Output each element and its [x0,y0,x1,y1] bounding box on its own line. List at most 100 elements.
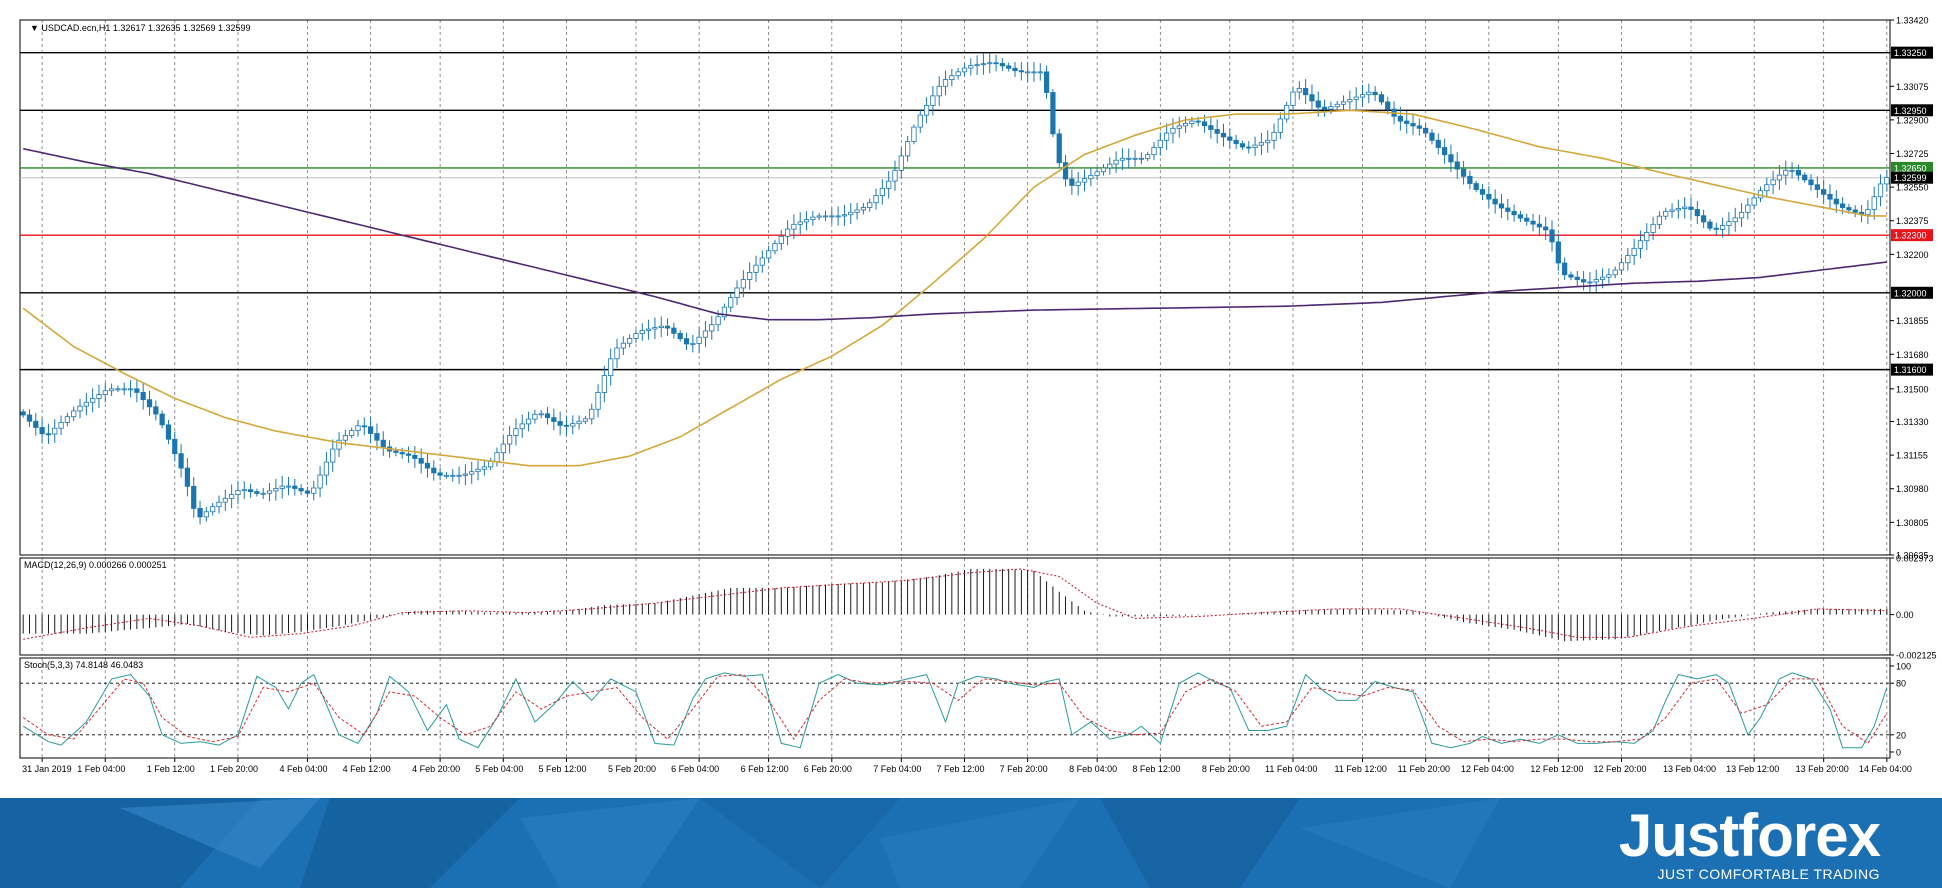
candle-body[interactable] [20,411,26,416]
candle-body[interactable] [374,433,380,441]
candle-body[interactable] [658,325,664,329]
candle-body[interactable] [191,485,197,509]
candle-body[interactable] [803,219,810,223]
candle-body[interactable] [1511,210,1517,216]
candle-body[interactable] [905,141,911,157]
candle-body[interactable] [140,392,146,401]
candle-body[interactable] [1088,174,1094,180]
candle-body[interactable] [412,454,418,459]
candle-body[interactable] [1688,206,1694,210]
candle-body[interactable] [1524,217,1530,222]
candle-body[interactable] [664,325,671,329]
candle-body[interactable] [1726,221,1732,226]
candle-body[interactable] [1062,162,1069,180]
candle-body[interactable] [1454,161,1460,170]
candle-body[interactable] [974,64,980,67]
candle-body[interactable] [1284,105,1290,120]
candle-body[interactable] [923,105,930,116]
candle-body[interactable] [1113,159,1119,165]
candle-body[interactable] [1107,163,1113,169]
candle-body[interactable] [570,423,576,427]
candle-body[interactable] [1151,147,1157,156]
candle-body[interactable] [1486,193,1492,200]
candle-body[interactable] [1069,178,1075,186]
candle-body[interactable] [1246,146,1252,149]
candle-body[interactable] [1663,210,1669,217]
candle-body[interactable] [1719,225,1726,230]
candle-body[interactable] [1404,120,1410,124]
candle-body[interactable] [1599,276,1606,280]
candle-body[interactable] [1802,174,1808,181]
candle-body[interactable] [342,435,348,441]
candle-body[interactable] [671,327,677,334]
candle-body[interactable] [822,215,829,218]
candle-body[interactable] [1018,70,1024,73]
candle-body[interactable] [1189,120,1195,124]
candle-body[interactable] [810,216,816,220]
candle-body[interactable] [393,450,399,453]
candle-body[interactable] [1606,274,1612,278]
candle-body[interactable] [709,324,715,332]
candle-body[interactable] [544,413,551,419]
candle-body[interactable] [1738,211,1745,219]
candle-body[interactable] [1132,157,1138,160]
candle-body[interactable] [178,453,184,469]
candle-body[interactable] [980,63,987,66]
candle-body[interactable] [488,460,494,468]
candle-body[interactable] [1435,139,1441,148]
candle-body[interactable] [1385,101,1391,110]
candle-body[interactable] [740,279,746,289]
candle-body[interactable] [115,388,121,391]
candle-body[interactable] [1138,157,1144,160]
candle-body[interactable] [898,155,904,171]
candle-body[interactable] [1094,171,1100,176]
candle-body[interactable] [102,390,108,395]
candle-body[interactable] [304,490,311,494]
candle-body[interactable] [64,416,70,423]
candle-body[interactable] [1239,143,1246,148]
candle-body[interactable] [1821,189,1827,195]
candle-body[interactable] [860,207,867,211]
candle-body[interactable] [1258,142,1265,146]
candle-body[interactable] [1334,103,1340,108]
candle-body[interactable] [165,424,172,440]
candle-body[interactable] [349,430,355,436]
trading-chart[interactable]: 1.33420 1.33250 1.33075 1.32900 1.32725 1.325… [0,0,1942,796]
candle-body[interactable] [500,443,506,454]
candle-body[interactable] [330,448,336,463]
candle-body[interactable] [1429,132,1435,141]
candle-body[interactable] [538,413,544,416]
candle-body[interactable] [879,187,885,196]
candle-body[interactable] [1442,147,1448,156]
candle-body[interactable] [1543,226,1549,231]
candle-body[interactable] [1372,91,1378,96]
candle-body[interactable] [525,418,532,425]
candle-body[interactable] [690,343,696,345]
candle-body[interactable] [127,388,134,391]
candle-body[interactable] [582,418,589,422]
candle-body[interactable] [292,485,298,489]
candle-body[interactable] [766,250,772,259]
candle-body[interactable] [911,126,917,142]
candle-body[interactable] [222,497,228,503]
candle-body[interactable] [323,461,330,476]
candle-body[interactable] [1227,136,1233,141]
candle-body[interactable] [279,485,285,489]
candle-body[interactable] [266,490,273,494]
candle-body[interactable] [235,490,241,495]
candle-body[interactable] [273,488,279,492]
candle-body[interactable] [450,474,456,477]
candle-body[interactable] [1840,203,1846,208]
candle-body[interactable] [1328,106,1334,110]
candle-body[interactable] [456,474,462,477]
candle-body[interactable] [153,406,159,415]
candle-body[interactable] [1006,65,1012,69]
candle-body[interactable] [747,271,753,280]
candle-body[interactable] [557,421,563,426]
candle-body[interactable] [829,215,835,218]
candle-body[interactable] [1309,94,1315,102]
candle-body[interactable] [1410,123,1416,127]
candle-body[interactable] [1100,167,1107,173]
candle-body[interactable] [1713,227,1719,230]
candle-body[interactable] [336,439,342,450]
